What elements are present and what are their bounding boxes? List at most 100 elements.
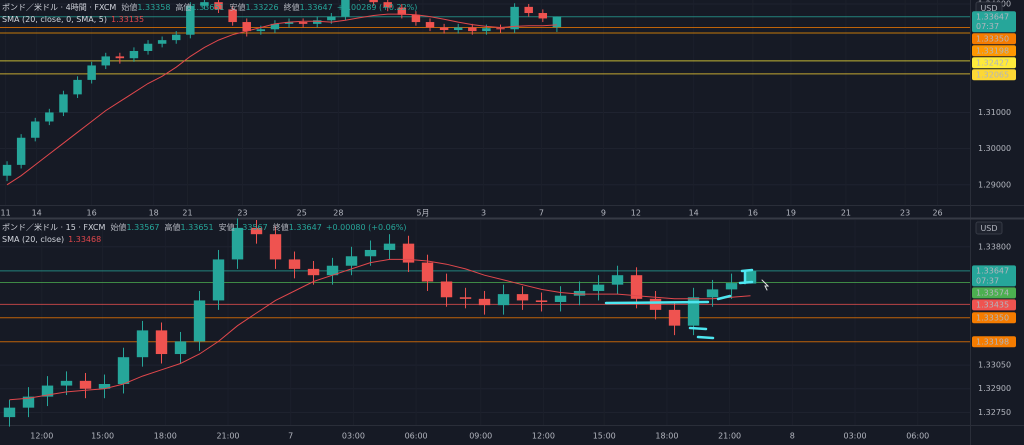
candle-body — [744, 270, 757, 284]
y-tick-label: 1.33050 — [978, 361, 1011, 370]
ohlc-value: 1.33567 — [126, 223, 159, 232]
indicator-name: SMA (20, close) — [2, 235, 64, 244]
x-tick-label: 15:00 — [593, 432, 616, 441]
candle-body — [79, 380, 92, 389]
candle-body — [212, 259, 225, 301]
x-tick-label: 23 — [900, 209, 910, 218]
candle-body — [2, 164, 12, 176]
currency-label: USD — [980, 4, 997, 13]
candle-body — [60, 380, 73, 386]
indicator-legend: SMA (20, close, 0, SMA, 5) 1.33135 — [2, 15, 144, 24]
candle-body — [298, 22, 308, 24]
price-tag — [972, 265, 1016, 287]
indicator-name: SMA (20, close, 0, SMA, 5) — [2, 15, 107, 24]
sma-line — [6, 13, 557, 186]
candle-body — [554, 295, 567, 302]
y-tick-label: 1.33800 — [978, 242, 1011, 251]
x-tick-label: 03:00 — [844, 432, 867, 441]
ohlc-label: 安値 — [219, 222, 235, 232]
change: +0.00289 (+0.22%) — [337, 3, 418, 12]
candle-body — [630, 275, 643, 299]
ohlc-label: 高値 — [165, 222, 181, 232]
x-tick-label: 23 — [237, 209, 247, 218]
candle-body — [649, 298, 662, 310]
candle-body — [611, 275, 624, 285]
symbol: ポンド／米ドル · 4時間 · FXCM — [2, 2, 116, 12]
candle-body — [459, 297, 472, 299]
candle-body — [411, 14, 421, 23]
x-tick-label: 18:00 — [655, 432, 678, 441]
indicator-legend: SMA (20, close) 1.33468 — [2, 235, 101, 244]
sma-line — [9, 258, 751, 401]
indicator-value: 1.33468 — [68, 235, 101, 244]
candle-body — [136, 330, 149, 358]
ohlc-value: 1.33647 — [289, 223, 322, 232]
price-tag — [972, 287, 1016, 299]
candle-body — [186, 5, 195, 35]
ohlc-value: 1.33358 — [137, 3, 170, 12]
ohlc-label: 高値 — [175, 2, 191, 12]
price-tag-label: 1.33435 — [976, 301, 1009, 310]
price-tag — [972, 33, 1016, 45]
candle-body — [98, 384, 111, 389]
candle-body — [172, 34, 181, 41]
x-tick-label: 16 — [87, 209, 97, 218]
candle-body — [516, 294, 529, 301]
candle-body — [402, 243, 415, 263]
candle-body — [157, 40, 167, 44]
candle-body — [383, 243, 396, 250]
x-tick-label: 12:00 — [532, 432, 555, 441]
candle-body — [439, 27, 449, 31]
x-tick-label: 06:00 — [405, 432, 428, 441]
candle-body — [478, 298, 491, 306]
price-tag-label: 1.33574 — [976, 289, 1009, 298]
x-tick-label: 25 — [297, 209, 307, 218]
x-tick-label: 18 — [149, 209, 159, 218]
x-tick-label: 18:00 — [154, 432, 177, 441]
candle-body — [468, 27, 477, 32]
ohlc-value: 1.33226 — [246, 3, 279, 12]
candle-body — [214, 2, 223, 10]
price-tag-label: 1.33350 — [976, 314, 1009, 323]
price-tag — [972, 312, 1016, 324]
countdown: 07:37 — [976, 22, 999, 31]
price-tag — [972, 11, 1016, 33]
candle-body — [440, 281, 453, 298]
candle-body — [383, 2, 392, 8]
candle-body — [45, 112, 54, 122]
candle-body — [256, 29, 266, 32]
x-tick-label: 19 — [786, 209, 796, 218]
price-tag — [972, 57, 1016, 69]
candle-body — [143, 43, 153, 51]
candle-body — [425, 22, 435, 28]
countdown: 07:37 — [976, 276, 999, 285]
candle-body — [193, 300, 206, 342]
x-tick-label: 21 — [841, 209, 851, 218]
x-tick-label: 21 — [182, 209, 192, 218]
chart-header: ポンド／米ドル · 4時間 · FXCM 始値1.33358 高値1.33651 安値… — [2, 2, 417, 12]
price-tag-label: 1.33350 — [976, 35, 1009, 44]
x-tick-label: 09:00 — [469, 432, 492, 441]
x-tick-label: 28 — [333, 209, 343, 218]
candle-body — [497, 294, 510, 306]
candle-body — [87, 65, 96, 80]
candle-body — [535, 300, 548, 302]
candle-body — [242, 22, 251, 32]
candle-body — [687, 297, 700, 326]
indicator-value: 1.33135 — [111, 15, 144, 24]
candle-body — [510, 6, 519, 30]
candle-body — [326, 265, 339, 276]
chart-header: ポンド／米ドル · 15 · FXCM 始値1.33567 高値1.33651 安値1… — [2, 222, 407, 232]
price-tag-label: 1.32427 — [976, 59, 1009, 68]
y-tick-label: 1.29000 — [978, 180, 1011, 189]
candle-body — [288, 259, 301, 269]
drawing — [696, 335, 715, 340]
currency-box — [975, 221, 1003, 235]
ohlc-value: 1.33567 — [235, 223, 268, 232]
ohlc-value: 1.33651 — [181, 223, 214, 232]
drawing — [716, 294, 732, 301]
drawing — [688, 326, 708, 331]
cursor — [761, 279, 770, 291]
x-tick-label: 14 — [689, 209, 699, 218]
candle-body — [101, 56, 110, 66]
